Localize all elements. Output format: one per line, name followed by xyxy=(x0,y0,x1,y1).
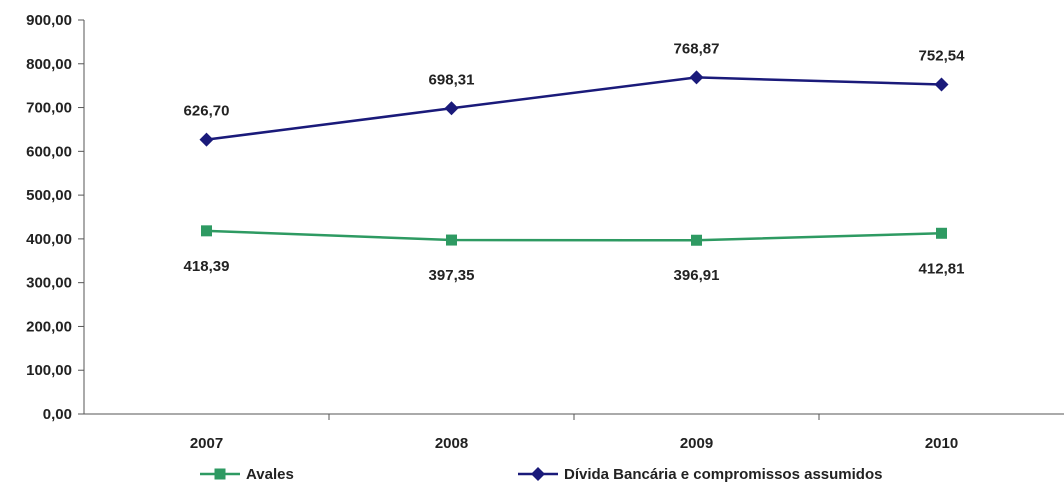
y-tick-label: 700,00 xyxy=(26,100,72,117)
series-lines xyxy=(199,70,949,246)
axes xyxy=(83,20,1064,415)
legend-label: Avales xyxy=(246,466,294,483)
data-label: 397,35 xyxy=(429,267,475,284)
y-tick-label: 600,00 xyxy=(26,143,72,160)
y-tick-label: 500,00 xyxy=(26,187,72,204)
y-tick-label: 800,00 xyxy=(26,56,72,73)
y-tick-label: 400,00 xyxy=(26,231,72,248)
x-axis-ticks: 2007 2008 2009 2010 xyxy=(190,414,958,452)
data-label: 768,87 xyxy=(674,40,720,57)
data-point xyxy=(201,225,212,237)
data-labels: 418,39 397,35 396,91 412,81 626,70 698,31 768,… xyxy=(184,40,966,284)
data-label: 396,91 xyxy=(674,267,720,284)
data-point xyxy=(934,77,949,92)
data-label: 412,81 xyxy=(919,260,965,277)
x-tick-label: 2007 xyxy=(190,435,223,452)
x-tick-label: 2010 xyxy=(925,435,958,452)
data-label: 698,31 xyxy=(429,71,475,88)
y-tick-label: 900,00 xyxy=(26,12,72,29)
data-point xyxy=(936,227,947,239)
data-point xyxy=(691,234,702,246)
data-point xyxy=(689,70,704,85)
x-tick-label: 2008 xyxy=(435,435,468,452)
data-point xyxy=(444,101,459,116)
data-label: 418,39 xyxy=(184,258,230,275)
y-tick-label: 100,00 xyxy=(26,362,72,379)
y-tick-label: 300,00 xyxy=(26,275,72,292)
legend-label: Dívida Bancária e compromissos assumidos xyxy=(564,466,882,483)
y-axis-ticks: 0,00 100,00 200,00 300,00 400,00 500,00 600,00… xyxy=(26,12,84,423)
data-point xyxy=(199,132,214,147)
data-point xyxy=(446,234,457,246)
y-tick-label: 200,00 xyxy=(26,318,72,335)
x-tick-label: 2009 xyxy=(680,435,713,452)
legend-marker-swatch xyxy=(214,468,226,480)
legend-marker-swatch xyxy=(531,467,545,481)
series-line-2 xyxy=(206,76,942,141)
legend: Avales Dívida Bancária e compromissos ass… xyxy=(200,466,882,483)
series-line-1 xyxy=(206,229,942,242)
data-label: 626,70 xyxy=(184,103,230,120)
y-tick-label: 0,00 xyxy=(43,406,72,423)
data-label: 752,54 xyxy=(919,48,966,65)
